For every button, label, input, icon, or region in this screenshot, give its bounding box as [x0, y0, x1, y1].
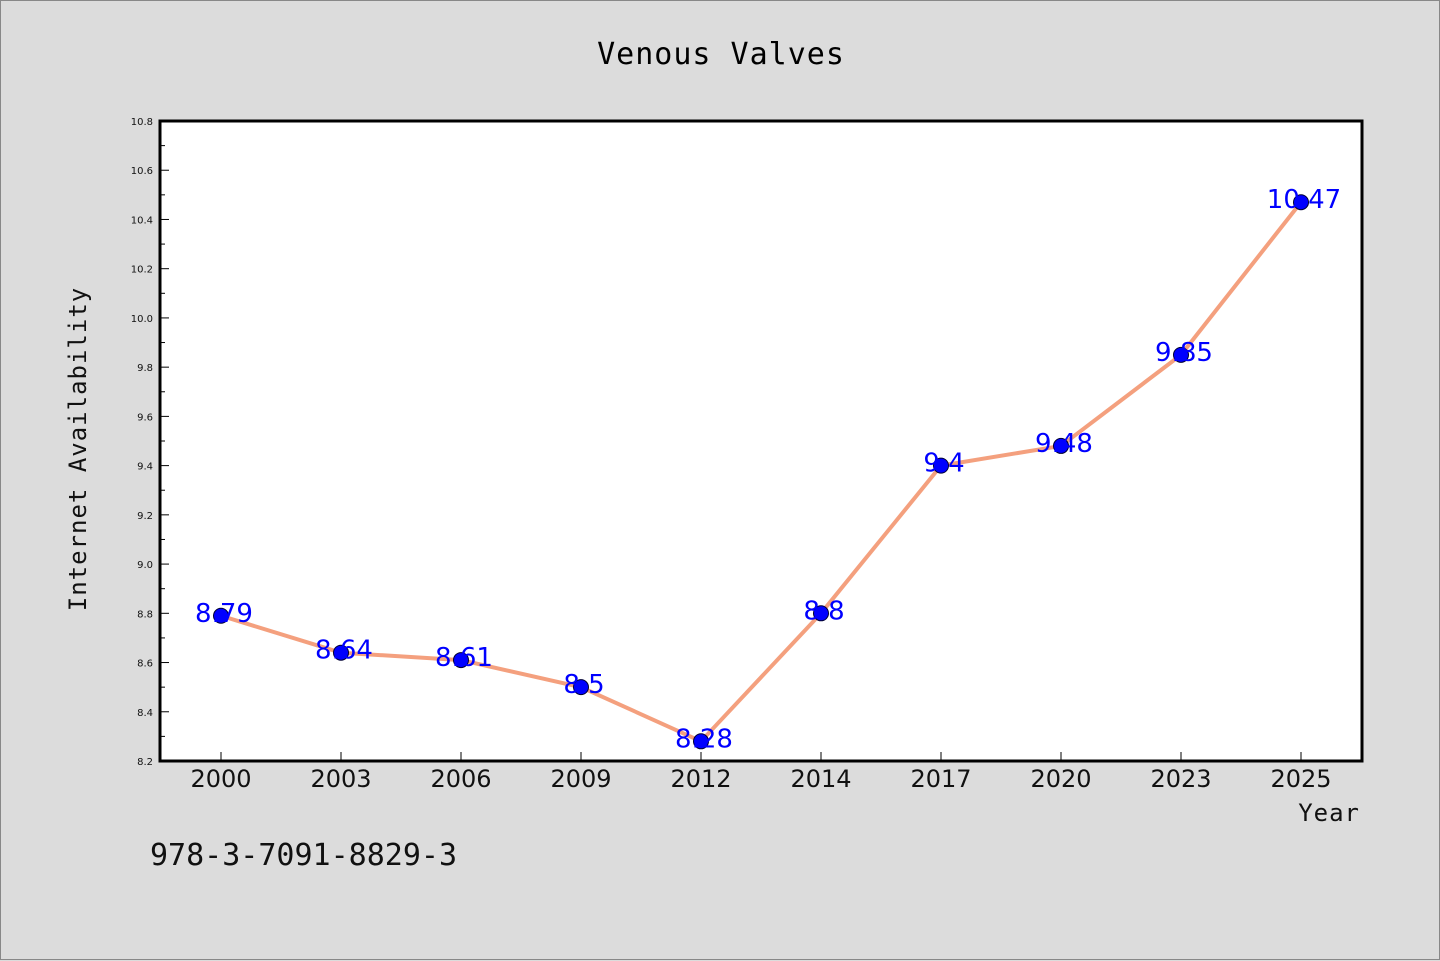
data-label: 9.85: [1155, 338, 1213, 368]
data-point: [573, 679, 589, 696]
y-tick-label: 9.8: [137, 363, 153, 374]
x-tick-label: 2003: [310, 765, 371, 793]
y-tick-label: 8.6: [137, 659, 153, 670]
x-tick-label: 2023: [1150, 765, 1211, 793]
data-label: 8.5: [563, 670, 604, 700]
data-point: [453, 652, 469, 669]
series-line: [220, 200, 1303, 744]
y-tick-label: 9.4: [137, 462, 153, 473]
data-point: [1173, 346, 1189, 363]
data-point: [1293, 194, 1309, 211]
y-tick-label: 8.8: [137, 609, 153, 620]
y-tick-label: 10.4: [131, 215, 153, 226]
data-point: [693, 733, 709, 750]
data-label: 10.47: [1267, 185, 1341, 215]
x-tick-label: 2017: [910, 765, 971, 793]
x-tick-label: 2009: [550, 765, 611, 793]
data-point: [333, 644, 349, 661]
y-tick-label: 9.6: [137, 412, 153, 423]
y-tick-label: 9.2: [137, 511, 153, 522]
data-label: 8.28: [675, 724, 733, 754]
x-tick-label: 2014: [790, 765, 851, 793]
x-tick-label: 2020: [1030, 765, 1091, 793]
y-tick-label: 10.0: [131, 314, 153, 325]
data-point: [213, 607, 229, 624]
y-axis-label: Internet Availability: [64, 287, 92, 611]
series-markers: [213, 194, 1309, 750]
x-tick-label: 2000: [190, 765, 251, 793]
data-point: [933, 457, 949, 474]
chart-title: Venous Valves: [597, 37, 845, 72]
x-tick-label: 2025: [1270, 765, 1331, 793]
data-point: [1053, 437, 1069, 454]
isbn-footnote: 978-3-7091-8829-3: [150, 838, 457, 873]
x-tick-label: 2006: [430, 765, 491, 793]
data-label: 9.4: [923, 449, 964, 479]
y-tick-label: 10.2: [131, 265, 153, 276]
data-labels: 8.79 8.64 8.61 8.5 8.28 8.8 9.4 9.48 9.85 10.47: [195, 185, 1341, 754]
data-label: 8.79: [195, 599, 253, 629]
data-label: 8.61: [435, 643, 493, 673]
y-tick-label: 9.0: [137, 560, 153, 571]
x-tick-label: 2012: [670, 765, 731, 793]
data-label: 9.48: [1035, 429, 1093, 459]
x-axis: 2000 2003 2006 2009 2012 2014 2017 2020 2023 2025: [190, 752, 1332, 793]
data-label: 8.64: [315, 636, 373, 666]
data-label: 8.8: [803, 596, 844, 626]
y-tick-label: 8.2: [137, 757, 153, 768]
y-tick-label: 10.8: [131, 117, 153, 128]
y-tick-label: 10.6: [131, 166, 153, 177]
y-tick-label: 8.4: [137, 708, 153, 719]
data-point: [813, 605, 829, 622]
x-axis-label: Year: [1298, 799, 1360, 827]
y-axis: 8.2 8.4 8.6 8.8 9.0 9.2 9.4 9.6 9.8 10.0 10.2 10.4 1…: [131, 117, 169, 768]
